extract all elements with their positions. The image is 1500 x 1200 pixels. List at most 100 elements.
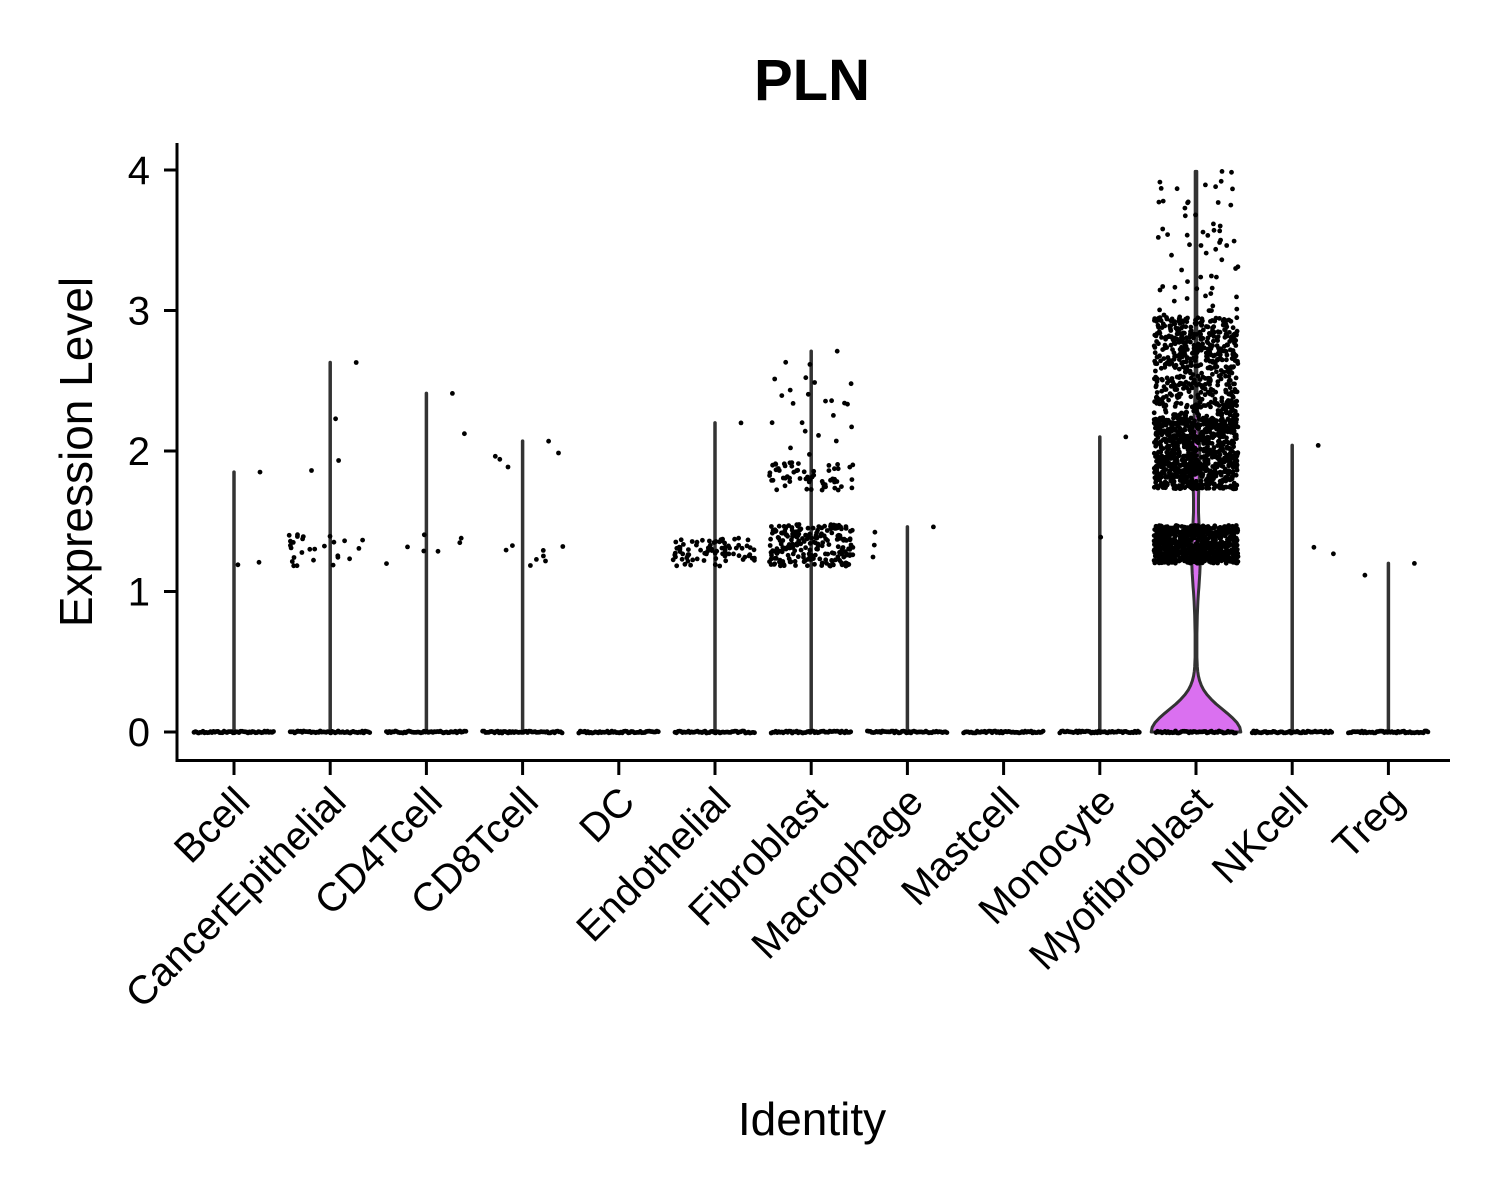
data-point — [1204, 460, 1209, 466]
data-point — [1186, 335, 1192, 340]
data-point — [1185, 532, 1190, 538]
data-point — [682, 561, 688, 567]
data-point — [831, 522, 837, 528]
data-point — [787, 479, 793, 484]
data-point — [847, 537, 853, 543]
data-point — [1193, 402, 1199, 408]
data-point — [789, 460, 795, 465]
data-point — [1223, 349, 1229, 354]
data-point — [1169, 252, 1174, 258]
data-point — [1189, 425, 1195, 431]
data-point — [778, 563, 783, 569]
data-point — [800, 536, 805, 541]
data-point — [832, 485, 838, 491]
data-point — [497, 456, 503, 462]
data-point — [769, 524, 774, 529]
data-point — [1219, 257, 1225, 263]
data-point — [678, 537, 684, 543]
chart-title: PLN — [754, 48, 870, 113]
data-point — [768, 536, 773, 542]
data-point — [1176, 366, 1182, 372]
data-point — [1157, 427, 1163, 432]
data-point — [1164, 394, 1169, 399]
data-point — [1165, 536, 1171, 541]
data-point — [1223, 387, 1229, 393]
data-point — [271, 729, 276, 734]
data-point — [322, 543, 327, 549]
data-point — [1234, 465, 1239, 471]
data-point — [1199, 396, 1205, 402]
data-point — [1218, 368, 1224, 373]
data-point — [1168, 328, 1174, 333]
data-point — [1164, 345, 1170, 350]
data-point — [1222, 327, 1228, 333]
data-point — [291, 563, 297, 569]
data-point — [773, 461, 778, 467]
data-point — [825, 551, 831, 557]
data-point — [1163, 336, 1168, 342]
data-point — [1196, 531, 1201, 537]
data-point — [1207, 549, 1213, 555]
data-point — [1211, 221, 1216, 227]
zero-points-myofibroblast — [1153, 728, 1238, 736]
data-point — [1221, 344, 1227, 349]
data-point — [722, 553, 728, 559]
data-point — [836, 522, 842, 528]
data-point — [807, 452, 812, 457]
data-point — [1153, 538, 1159, 543]
data-point — [817, 556, 823, 562]
data-point — [1171, 298, 1177, 304]
data-point — [1311, 544, 1317, 550]
data-point — [1209, 273, 1214, 279]
data-point — [768, 562, 774, 567]
data-point — [1234, 398, 1240, 404]
data-point — [1166, 432, 1172, 438]
data-point — [1154, 379, 1160, 384]
data-point — [1180, 432, 1186, 437]
data-point — [1193, 541, 1199, 547]
zero-points-cd4-tcell — [384, 728, 469, 736]
data-point — [1189, 523, 1194, 529]
data-point — [818, 533, 823, 539]
data-point — [701, 558, 707, 563]
data-point — [1226, 410, 1231, 416]
data-point — [815, 541, 821, 547]
data-point — [1215, 382, 1221, 388]
data-point — [850, 545, 856, 550]
data-point — [336, 458, 341, 463]
data-point — [849, 485, 855, 491]
data-point — [1154, 439, 1159, 445]
data-point — [767, 473, 772, 478]
data-point — [789, 527, 795, 533]
data-point — [1234, 315, 1240, 321]
data-point — [1195, 344, 1201, 350]
data-point — [805, 391, 811, 397]
data-point — [849, 424, 854, 430]
data-point — [1188, 460, 1193, 465]
data-point — [1152, 350, 1158, 356]
data-point — [307, 546, 313, 552]
data-point — [1153, 374, 1159, 380]
data-point — [1188, 359, 1194, 365]
data-point — [713, 539, 719, 544]
data-point — [827, 563, 832, 568]
data-point — [1205, 335, 1211, 341]
data-point — [1222, 427, 1228, 433]
data-point — [1182, 205, 1188, 211]
data-point — [1214, 462, 1220, 467]
data-point — [1164, 449, 1170, 455]
data-point — [1195, 373, 1201, 379]
zero-points-bcell — [191, 728, 276, 736]
data-point — [1151, 533, 1157, 538]
data-point — [1164, 316, 1170, 322]
data-point — [1210, 303, 1216, 309]
data-point — [815, 527, 820, 533]
data-point — [816, 433, 821, 438]
data-point — [795, 554, 801, 560]
data-point — [1155, 235, 1161, 240]
data-point — [1168, 318, 1174, 324]
data-point — [1211, 445, 1217, 450]
data-point — [1205, 438, 1211, 443]
data-point — [367, 730, 373, 735]
data-point — [783, 524, 789, 530]
